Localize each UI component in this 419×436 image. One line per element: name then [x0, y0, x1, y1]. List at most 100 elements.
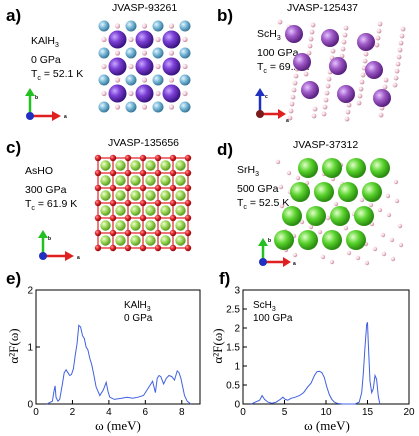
o-atom [124, 199, 132, 207]
as-atom [175, 175, 186, 186]
h-atom [168, 50, 175, 56]
h-atom [101, 90, 107, 97]
x-tick-label: 5 [282, 407, 288, 418]
as-atom [175, 235, 186, 246]
h-atom [317, 229, 323, 235]
h-atom [141, 104, 148, 110]
panel-b-material: ScH [257, 28, 277, 40]
h-atom [141, 50, 148, 56]
series-line [46, 324, 192, 405]
h-atom [155, 63, 161, 70]
h-atom [396, 54, 402, 60]
o-atom [109, 184, 117, 192]
o-atom [124, 184, 132, 192]
al-atom [125, 20, 137, 32]
h-atom [322, 104, 328, 110]
as-atom [175, 190, 186, 201]
sr-atom [306, 206, 326, 226]
h-atom [330, 48, 336, 54]
chart-annotation: 100 GPa [253, 313, 293, 324]
y-tick-label: 2.5 [226, 305, 240, 316]
panel-c-material: AsHO [25, 165, 54, 177]
h-atom [394, 68, 400, 74]
as-atom [130, 235, 141, 246]
panel-b-material-sub: 3 [276, 35, 281, 43]
h-atom [359, 79, 365, 85]
al-atom [98, 74, 110, 86]
o-atom [124, 154, 132, 162]
h-atom [368, 202, 374, 208]
o-atom [154, 154, 162, 162]
o-atom [139, 214, 147, 222]
h-atom [155, 90, 161, 97]
h-atom [182, 36, 188, 43]
al-atom [179, 20, 191, 32]
as-atom [100, 160, 111, 171]
as-atom [130, 160, 141, 171]
h-atom [344, 116, 350, 122]
as-atom [160, 190, 171, 201]
al-atom [125, 74, 137, 86]
h-atom [292, 252, 298, 258]
panel-b-crystal-structure [277, 19, 406, 122]
y-tick-label: 1.5 [226, 343, 240, 354]
panel-b-pressure: 100 GPa [257, 47, 299, 60]
o-atom [109, 154, 117, 162]
panel-a-letter: a) [6, 6, 22, 25]
h-atom [378, 112, 384, 118]
as-atom [100, 205, 111, 216]
h-atom [399, 33, 405, 39]
y-tick-label: 2 [27, 286, 33, 297]
as-atom [115, 160, 126, 171]
panel-e-letter: e) [6, 269, 22, 288]
y-tick-label: 1 [27, 343, 33, 354]
panel-d-axis-triad: b a [258, 238, 296, 267]
panel-a-pressure: 0 GPa [31, 54, 61, 67]
as-atom [115, 190, 126, 201]
h-atom [168, 104, 175, 110]
sc-atom [321, 29, 339, 47]
h-atom [372, 246, 378, 252]
o-atom [139, 184, 147, 192]
o-atom [124, 244, 132, 252]
h-atom [155, 36, 161, 43]
sr-atom [282, 206, 302, 226]
as-atom [100, 190, 111, 201]
h-atom [377, 207, 383, 213]
al-atom [98, 20, 110, 32]
h-atom [292, 80, 298, 86]
h-atom [382, 84, 388, 90]
panel-b-axis-a-label: a [286, 118, 289, 124]
x-tick-label: 0 [33, 407, 39, 418]
h-atom [182, 90, 188, 97]
sr-atom [274, 230, 294, 250]
sr-atom [330, 206, 350, 226]
h-atom [308, 36, 314, 42]
h-atom [168, 23, 175, 29]
h-atom [345, 109, 351, 115]
sr-atom [346, 158, 366, 178]
h-atom [400, 26, 406, 32]
panel-c-jvasp-id: JVASP-135656 [108, 137, 180, 149]
x-tick-label: 2 [70, 407, 76, 418]
h-atom [303, 71, 309, 77]
h-atom [360, 72, 366, 78]
panel-b-axis-triad: c a [255, 88, 289, 124]
h-atom [324, 90, 330, 96]
o-atom [154, 229, 162, 237]
panel-b-jvasp-id: JVASP-125437 [287, 2, 359, 14]
h-atom [290, 94, 296, 100]
h-atom [343, 25, 349, 31]
o-atom [154, 184, 162, 192]
h-atom [398, 40, 404, 46]
h-atom [359, 197, 365, 203]
panel-a-tc-value: = 52.1 K [43, 68, 84, 81]
panel-a-material: KAlH [31, 35, 55, 47]
h-atom [101, 63, 107, 70]
h-atom [397, 47, 403, 53]
chart-e-ylabel: α²F(ω) [6, 328, 21, 363]
panel-b-tc-sub: c [263, 68, 267, 76]
panel-d-material: SrH [237, 164, 256, 176]
as-atom [130, 220, 141, 231]
al-atom [98, 47, 110, 59]
